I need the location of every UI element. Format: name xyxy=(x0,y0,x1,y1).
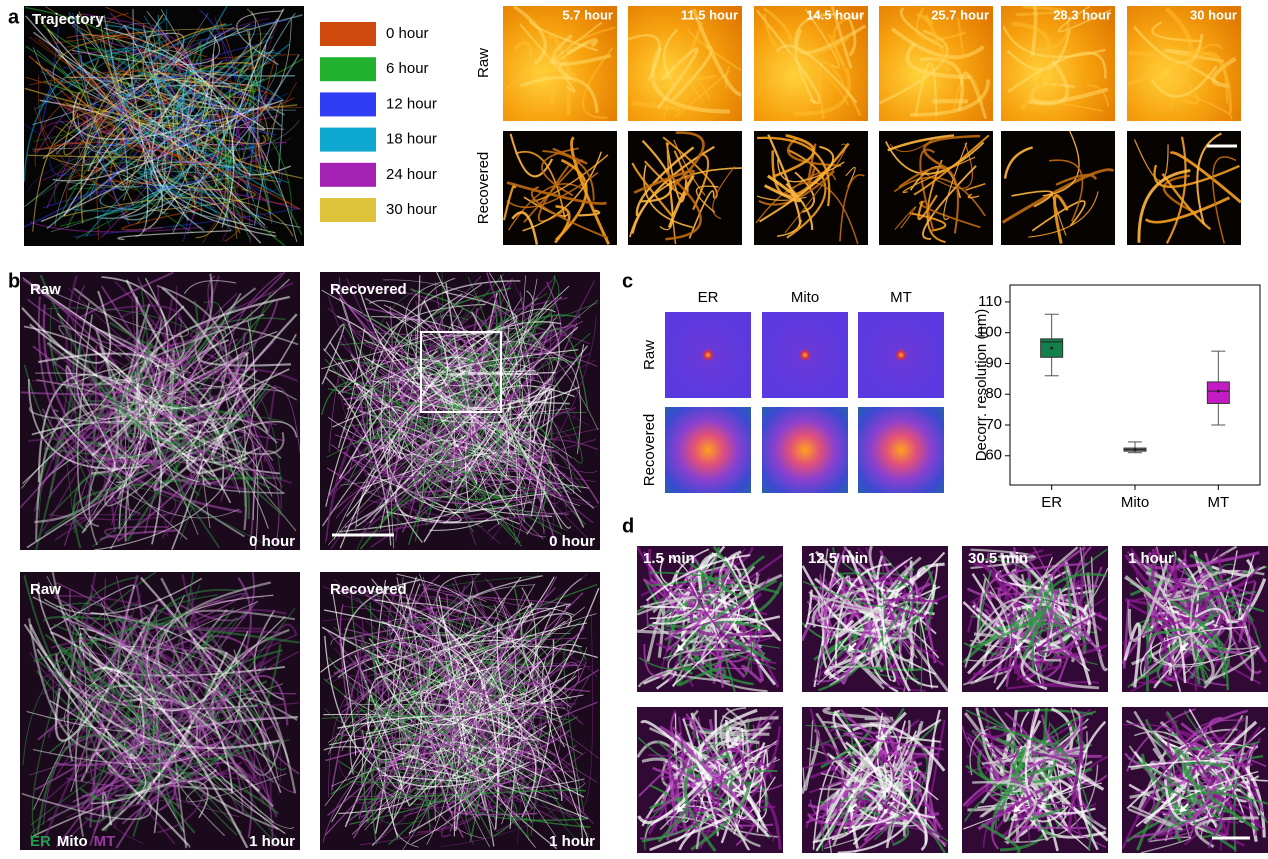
image xyxy=(628,131,742,245)
label: 0 hour xyxy=(249,533,295,550)
image xyxy=(754,6,868,121)
image xyxy=(879,6,993,121)
image-bg xyxy=(762,407,848,493)
label: 28.3 hour xyxy=(1053,7,1111,22)
mean xyxy=(1050,347,1053,350)
image xyxy=(637,546,783,692)
label: 24 hour xyxy=(386,166,437,183)
label: Raw xyxy=(30,581,61,598)
image xyxy=(1127,6,1241,121)
label: 18 hour xyxy=(386,131,437,148)
legend-swatch xyxy=(320,198,376,222)
label: Recovered xyxy=(330,581,407,598)
legend-swatch xyxy=(320,128,376,152)
image xyxy=(802,707,948,853)
label: Recovered xyxy=(475,152,492,225)
image xyxy=(762,407,848,493)
image xyxy=(879,131,993,245)
box xyxy=(1207,382,1229,404)
label: d xyxy=(622,515,634,537)
label: MT xyxy=(94,833,116,850)
image xyxy=(20,572,300,850)
label: 30 hour xyxy=(386,201,437,218)
label: Mito xyxy=(791,289,819,306)
label: 1 hour xyxy=(1128,550,1174,567)
image xyxy=(962,707,1108,853)
image xyxy=(320,572,600,850)
label: Trajectory xyxy=(32,11,104,28)
image xyxy=(1122,546,1268,692)
label: 11.5 hour xyxy=(681,7,738,22)
mean xyxy=(1134,448,1137,451)
image xyxy=(24,6,304,246)
label: 0 hour xyxy=(549,533,595,550)
label: 110 xyxy=(978,293,1002,310)
label: 1 hour xyxy=(549,833,595,850)
label: ER xyxy=(698,289,719,306)
label: 14.5 hour xyxy=(806,7,864,22)
image xyxy=(628,6,742,121)
label: c xyxy=(622,270,633,292)
image-bg xyxy=(665,312,751,398)
label: Recovered xyxy=(641,414,658,487)
legend-swatch xyxy=(320,92,376,116)
image-bg xyxy=(665,407,751,493)
label: 6 hour xyxy=(386,60,429,77)
label: Mito xyxy=(1121,494,1149,511)
label: Mito xyxy=(57,833,88,850)
image xyxy=(665,312,751,398)
image xyxy=(1001,6,1115,121)
image xyxy=(762,312,848,398)
image xyxy=(858,312,944,398)
label: 0 hour xyxy=(386,25,429,42)
label: 12 hour xyxy=(386,95,437,112)
label: 25.7 hour xyxy=(931,7,989,22)
label: b xyxy=(8,270,20,292)
image xyxy=(858,407,944,493)
image xyxy=(962,546,1108,692)
legend-swatch xyxy=(320,57,376,81)
label: Recovered xyxy=(330,281,407,298)
label: 5.7 hour xyxy=(562,7,613,22)
mean xyxy=(1217,390,1220,393)
image xyxy=(503,6,617,121)
image xyxy=(754,131,868,245)
label: Raw xyxy=(641,340,658,370)
label: ER xyxy=(1041,494,1062,511)
label: ER xyxy=(30,833,51,850)
legend-swatch xyxy=(320,22,376,46)
image xyxy=(802,546,948,692)
image xyxy=(665,407,751,493)
image xyxy=(1127,131,1241,245)
label: 12.5 min xyxy=(808,550,868,567)
label: Decorr. resolution (nm) xyxy=(973,309,990,462)
label: Raw xyxy=(475,48,492,78)
label: 30.5 min xyxy=(968,550,1028,567)
label: Raw xyxy=(30,281,61,298)
image xyxy=(637,707,783,853)
image xyxy=(1001,131,1115,245)
image xyxy=(503,131,617,245)
label: MT xyxy=(890,289,912,306)
image xyxy=(1122,707,1268,853)
label: 30 hour xyxy=(1190,7,1237,22)
legend-swatch xyxy=(320,163,376,187)
image-bg xyxy=(858,312,944,398)
label: a xyxy=(8,6,20,28)
image-bg xyxy=(858,407,944,493)
label: MT xyxy=(1207,494,1229,511)
label: 1 hour xyxy=(249,833,295,850)
image xyxy=(20,272,300,550)
label: 1.5 min xyxy=(643,550,695,567)
image-bg xyxy=(762,312,848,398)
